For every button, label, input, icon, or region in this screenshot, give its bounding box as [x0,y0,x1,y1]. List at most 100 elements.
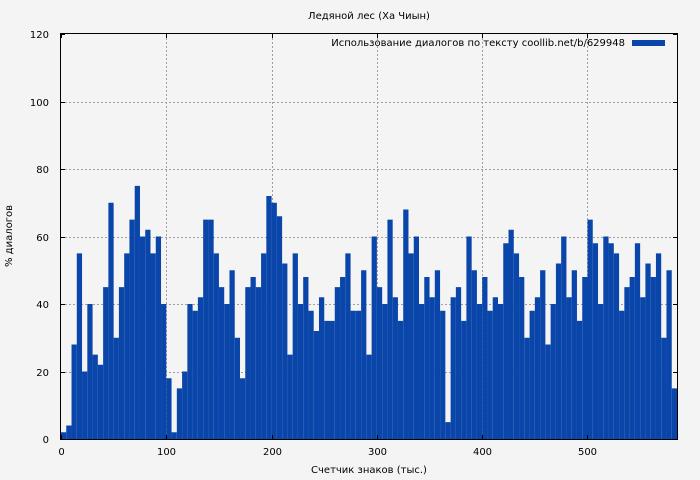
bar [550,304,556,439]
bar [150,253,156,440]
bar [534,297,541,439]
bar [145,229,151,439]
bar [361,270,367,439]
bar [382,304,388,439]
bar [334,287,341,440]
bar [529,310,535,439]
y-tick-label: 40 [36,300,49,311]
bar [318,297,325,439]
bar [503,243,509,439]
bar [466,236,472,439]
y-tick-label: 60 [36,233,49,244]
bar [224,304,230,439]
bar [650,277,656,439]
legend-label: Использование диалогов по тексту coollib… [331,38,625,49]
y-tick-label: 120 [30,30,49,41]
bar [108,202,114,439]
bar [371,236,377,439]
bar [292,253,298,440]
bar [350,310,356,439]
bar [271,202,277,439]
bar [87,304,93,439]
bar [555,263,562,439]
bar [624,287,630,440]
plot-area: 0 100 200 300 400 500 0 20 40 60 80 100 120 [30,30,678,458]
bar [208,219,214,439]
bar [492,297,498,439]
y-tick-label: 20 [36,368,49,379]
bar [671,388,677,440]
bar [613,253,620,440]
bar [308,310,314,439]
bar [66,425,72,439]
bar [461,320,467,440]
bar [197,297,204,439]
bar [324,320,330,440]
bar [113,337,119,439]
bar [576,320,583,440]
bar [92,354,98,440]
bar [619,310,625,439]
plot-frame [60,33,678,440]
bar [561,236,567,439]
bar [419,304,425,439]
bar [661,337,667,439]
bar [450,297,456,439]
bar [82,371,88,439]
bar [587,219,593,439]
bar [566,297,572,439]
bar [213,253,219,440]
bar [424,277,430,439]
bar [524,337,530,439]
y-ticks: 0 20 40 60 80 100 120 [30,30,677,446]
x-tick-label: 500 [578,447,597,458]
chart-title: Ледяной лес (Ха Чиын) [308,11,430,22]
bar [61,432,67,439]
bar [482,277,488,439]
bar [255,287,262,440]
bar [182,371,188,439]
bar [445,422,451,440]
legend: Использование диалогов по тексту coollib… [331,38,665,49]
bar [139,236,146,439]
y-axis-label: % диалогов [4,205,15,267]
bar [166,378,172,439]
bar [124,253,130,440]
bar [171,432,177,439]
bar [245,287,251,440]
bar [97,364,104,439]
bar [592,243,599,439]
bar [76,253,83,440]
bar [487,310,493,439]
bars [61,185,677,440]
x-tick-label: 0 [58,447,64,458]
bar [129,219,135,439]
bar [192,310,198,439]
bar [440,310,446,439]
bar [103,287,109,440]
bar [340,277,346,439]
x-tick-label: 300 [368,447,387,458]
bar [603,236,609,439]
bar [471,270,477,439]
bar [282,263,288,439]
x-tick-label: 400 [473,447,492,458]
y-tick-label: 0 [43,435,49,446]
bar [545,344,551,439]
bar [313,331,319,439]
bar [71,344,77,439]
bar [476,304,483,439]
bar [287,354,293,440]
x-axis-label: Счетчик знаков (тыс.) [311,465,427,476]
bar [134,185,140,440]
bar [582,277,588,439]
bar [161,304,167,439]
bar [629,277,635,439]
bar [645,263,651,439]
bar [655,253,662,440]
bar [634,243,641,439]
bar [666,270,672,439]
bar [455,287,462,440]
bar [266,196,272,439]
